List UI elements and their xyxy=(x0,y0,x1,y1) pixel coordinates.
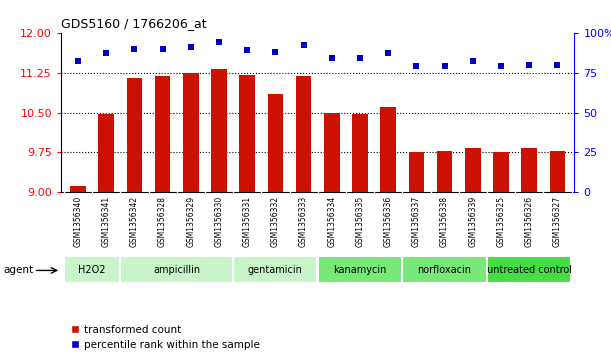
Bar xyxy=(521,148,537,192)
Text: GSM1356328: GSM1356328 xyxy=(158,196,167,246)
Text: GSM1356338: GSM1356338 xyxy=(440,196,449,247)
Bar xyxy=(318,256,402,282)
Point xyxy=(412,63,422,69)
Text: H2O2: H2O2 xyxy=(78,265,106,274)
Point xyxy=(214,39,224,45)
Bar xyxy=(240,75,255,192)
Bar xyxy=(70,186,86,192)
Text: GSM1356341: GSM1356341 xyxy=(101,196,111,247)
Bar xyxy=(402,256,486,282)
Point xyxy=(73,58,83,64)
Bar xyxy=(487,256,571,282)
Text: GSM1356334: GSM1356334 xyxy=(327,196,336,247)
Point xyxy=(327,55,337,61)
Bar xyxy=(550,151,565,192)
Text: GSM1356340: GSM1356340 xyxy=(73,196,82,247)
Text: GSM1356329: GSM1356329 xyxy=(186,196,196,247)
Bar xyxy=(155,76,170,192)
Point xyxy=(552,62,562,68)
Text: GSM1356333: GSM1356333 xyxy=(299,196,308,247)
Bar xyxy=(98,114,114,192)
Text: GSM1356325: GSM1356325 xyxy=(497,196,505,247)
Bar xyxy=(296,76,312,192)
Bar xyxy=(409,152,424,192)
Text: GSM1356332: GSM1356332 xyxy=(271,196,280,247)
Text: kanamycin: kanamycin xyxy=(334,265,387,274)
Point xyxy=(158,46,167,52)
Bar xyxy=(353,114,368,192)
Point xyxy=(383,50,393,56)
Text: GDS5160 / 1766206_at: GDS5160 / 1766206_at xyxy=(61,17,207,30)
Point xyxy=(355,55,365,61)
Text: GSM1356342: GSM1356342 xyxy=(130,196,139,247)
Point xyxy=(524,62,534,68)
Point xyxy=(496,63,506,69)
Bar xyxy=(64,256,120,282)
Point xyxy=(299,42,309,48)
Text: norfloxacin: norfloxacin xyxy=(418,265,472,274)
Bar xyxy=(211,69,227,192)
Bar xyxy=(233,256,318,282)
Bar xyxy=(465,148,481,192)
Bar xyxy=(493,152,509,192)
Bar xyxy=(268,94,283,192)
Text: ampicillin: ampicillin xyxy=(153,265,200,274)
Text: untreated control: untreated control xyxy=(487,265,572,274)
Text: gentamicin: gentamicin xyxy=(248,265,303,274)
Point xyxy=(440,63,450,69)
Bar xyxy=(324,113,340,192)
Text: GSM1356330: GSM1356330 xyxy=(214,196,224,247)
Point xyxy=(271,49,280,55)
Text: GSM1356337: GSM1356337 xyxy=(412,196,421,247)
Text: GSM1356335: GSM1356335 xyxy=(356,196,365,247)
Bar xyxy=(120,256,233,282)
Point xyxy=(243,47,252,53)
Bar xyxy=(381,107,396,192)
Bar xyxy=(437,151,452,192)
Point xyxy=(186,44,196,50)
Text: GSM1356339: GSM1356339 xyxy=(468,196,477,247)
Point xyxy=(130,46,139,52)
Point xyxy=(468,58,478,64)
Text: GSM1356336: GSM1356336 xyxy=(384,196,393,247)
Text: GSM1356327: GSM1356327 xyxy=(553,196,562,247)
Legend: transformed count, percentile rank within the sample: transformed count, percentile rank withi… xyxy=(67,321,264,354)
Text: GSM1356326: GSM1356326 xyxy=(525,196,534,247)
Bar xyxy=(183,73,199,192)
Bar xyxy=(126,78,142,192)
Point xyxy=(101,50,111,56)
Text: agent: agent xyxy=(3,265,33,276)
Text: GSM1356331: GSM1356331 xyxy=(243,196,252,247)
